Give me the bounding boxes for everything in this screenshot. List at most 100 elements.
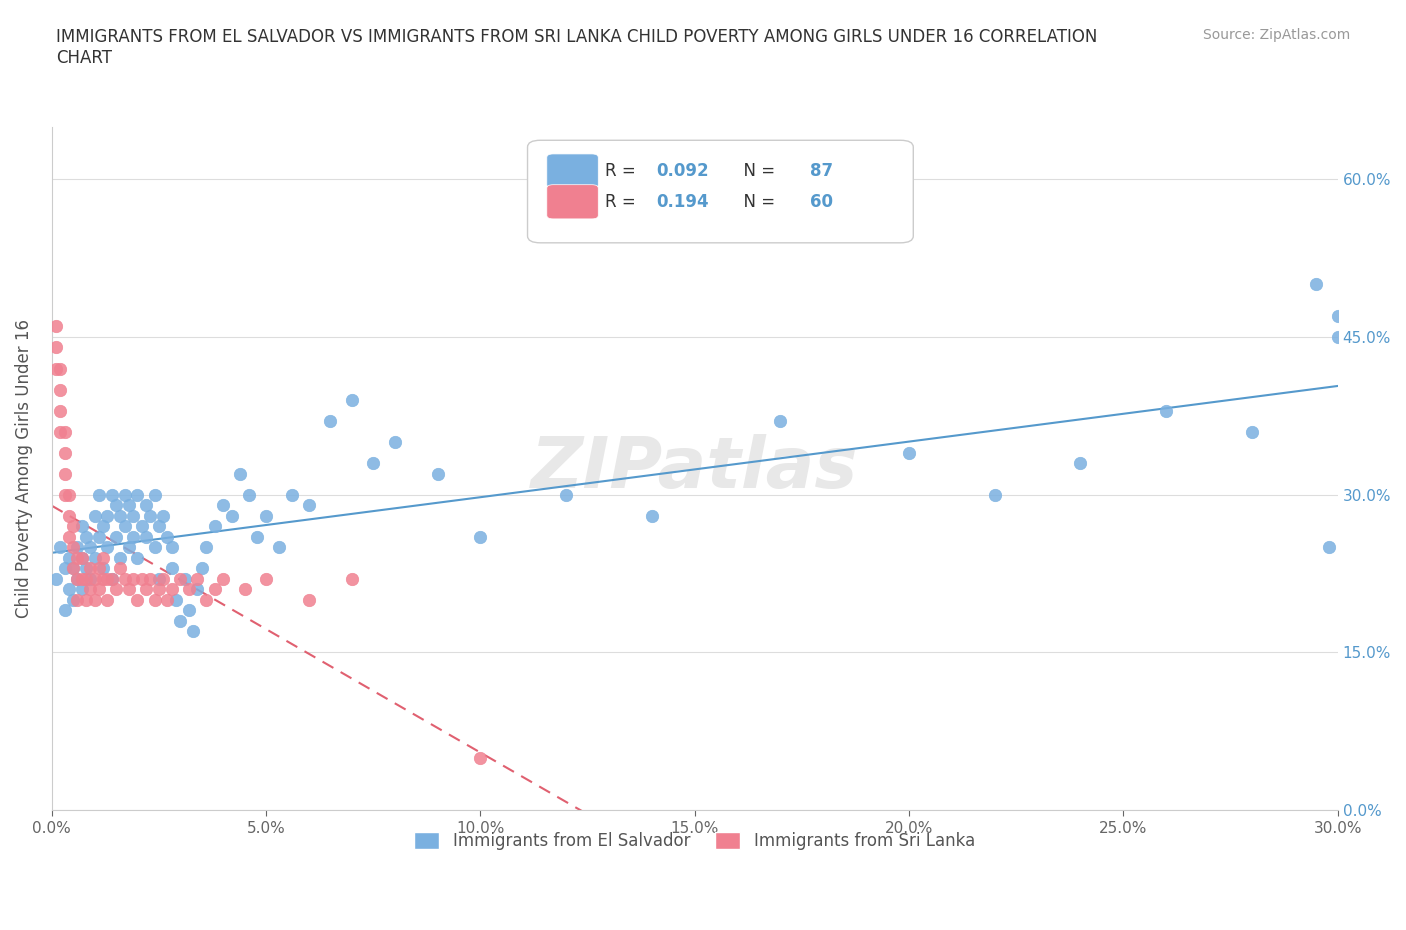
Point	[66, 539, 89, 554]
Point	[238, 487, 260, 502]
Point	[100, 571, 122, 586]
Point	[195, 592, 218, 607]
Point	[384, 434, 406, 449]
Point	[160, 582, 183, 597]
Point	[58, 551, 80, 565]
Point	[53, 424, 76, 439]
Point	[45, 571, 67, 586]
Point	[983, 487, 1005, 502]
Point	[96, 539, 118, 554]
Point	[70, 551, 93, 565]
Point	[298, 498, 321, 512]
Point	[58, 509, 80, 524]
Point	[114, 519, 136, 534]
Point	[204, 519, 226, 534]
Point	[131, 571, 153, 586]
Point	[79, 539, 101, 554]
Point	[143, 487, 166, 502]
Point	[340, 392, 363, 407]
Point	[87, 582, 110, 597]
Point	[79, 582, 101, 597]
Point	[135, 529, 157, 544]
Point	[1240, 424, 1263, 439]
Point	[83, 551, 105, 565]
Point	[49, 539, 72, 554]
Point	[87, 487, 110, 502]
Point	[641, 509, 664, 524]
Point	[96, 592, 118, 607]
Point	[898, 445, 921, 460]
Text: 0.092: 0.092	[657, 162, 709, 180]
Point	[229, 466, 252, 481]
Point	[233, 582, 256, 597]
Y-axis label: Child Poverty Among Girls Under 16: Child Poverty Among Girls Under 16	[15, 319, 32, 618]
Point	[62, 539, 84, 554]
Point	[1317, 539, 1340, 554]
Point	[110, 561, 132, 576]
Point	[79, 571, 101, 586]
Point	[91, 519, 114, 534]
Point	[49, 424, 72, 439]
Legend: Immigrants from El Salvador, Immigrants from Sri Lanka: Immigrants from El Salvador, Immigrants …	[408, 825, 981, 857]
Point	[186, 571, 208, 586]
Point	[100, 487, 122, 502]
Point	[195, 539, 218, 554]
Point	[53, 603, 76, 618]
Point	[204, 582, 226, 597]
Point	[160, 539, 183, 554]
Point	[79, 561, 101, 576]
Point	[75, 529, 97, 544]
Point	[160, 561, 183, 576]
Point	[49, 361, 72, 376]
Point	[212, 498, 235, 512]
Point	[91, 571, 114, 586]
Point	[118, 498, 141, 512]
Text: 87: 87	[810, 162, 834, 180]
Point	[45, 361, 67, 376]
Point	[212, 571, 235, 586]
Point	[173, 571, 195, 586]
Point	[87, 529, 110, 544]
Text: IMMIGRANTS FROM EL SALVADOR VS IMMIGRANTS FROM SRI LANKA CHILD POVERTY AMONG GIR: IMMIGRANTS FROM EL SALVADOR VS IMMIGRANT…	[56, 28, 1098, 67]
FancyBboxPatch shape	[547, 185, 598, 219]
Point	[45, 319, 67, 334]
Point	[169, 614, 191, 629]
Point	[191, 561, 214, 576]
Point	[75, 592, 97, 607]
Point	[143, 539, 166, 554]
Point	[139, 509, 162, 524]
Point	[152, 509, 174, 524]
Point	[152, 571, 174, 586]
Point	[177, 603, 200, 618]
Point	[267, 539, 290, 554]
Point	[135, 498, 157, 512]
Point	[139, 571, 162, 586]
Point	[361, 456, 384, 471]
Point	[91, 561, 114, 576]
Point	[45, 340, 67, 355]
Point	[62, 561, 84, 576]
Point	[75, 571, 97, 586]
Point	[49, 382, 72, 397]
Point	[70, 571, 93, 586]
Point	[66, 571, 89, 586]
Point	[1326, 309, 1348, 324]
Point	[96, 571, 118, 586]
Point	[319, 414, 342, 429]
Point	[53, 466, 76, 481]
Point	[470, 529, 492, 544]
Point	[118, 582, 141, 597]
Point	[62, 592, 84, 607]
Point	[91, 551, 114, 565]
Point	[1326, 329, 1348, 344]
Point	[426, 466, 449, 481]
Point	[135, 582, 157, 597]
Point	[156, 529, 179, 544]
Point	[156, 592, 179, 607]
Point	[100, 571, 122, 586]
Point	[70, 582, 93, 597]
Point	[1069, 456, 1091, 471]
Point	[122, 509, 145, 524]
Point	[118, 539, 141, 554]
Point	[114, 487, 136, 502]
